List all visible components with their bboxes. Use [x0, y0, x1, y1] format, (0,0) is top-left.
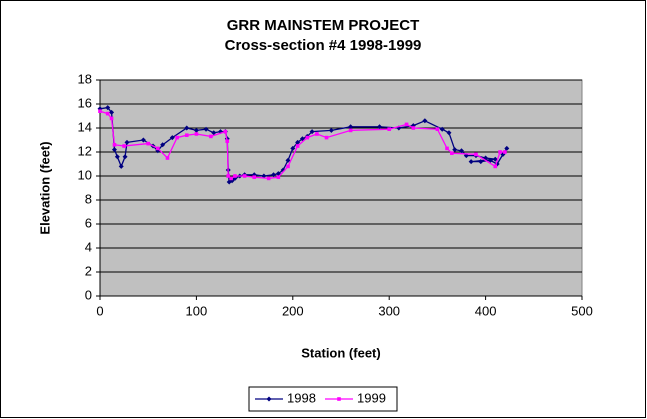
marker [109, 116, 114, 121]
marker [445, 146, 449, 151]
y-tick-label: 12 [78, 143, 92, 158]
y-tick-label: 14 [78, 119, 92, 134]
marker [124, 139, 130, 145]
marker [315, 132, 319, 136]
marker [118, 163, 124, 169]
marker [377, 124, 383, 130]
marker [233, 174, 237, 178]
marker [324, 135, 329, 140]
marker [184, 133, 189, 137]
marker [184, 125, 190, 131]
marker [286, 164, 290, 169]
marker [503, 150, 507, 154]
marker [435, 127, 440, 131]
x-tick-label: 100 [186, 303, 208, 318]
x-axis-title: Station (feet) [301, 345, 380, 360]
chart-subtitle: Cross-section #4 1998-1999 [225, 37, 422, 54]
legend-label: 1999 [357, 390, 386, 405]
y-tick-label: 10 [78, 167, 92, 182]
marker [422, 118, 428, 124]
marker [252, 175, 257, 179]
y-axis-title: Elevation (feet) [37, 141, 52, 234]
plot-area [99, 79, 583, 297]
marker [122, 154, 128, 160]
marker [98, 109, 102, 113]
marker [498, 150, 502, 154]
marker [266, 176, 271, 181]
marker [105, 111, 110, 116]
marker [404, 122, 409, 127]
marker [122, 144, 126, 148]
y-tick-label: 4 [85, 239, 92, 254]
x-tick-label: 500 [571, 303, 593, 318]
marker [165, 156, 170, 160]
marker [226, 174, 231, 178]
marker [295, 144, 300, 148]
x-tick-label: 400 [475, 303, 497, 318]
marker [105, 105, 111, 111]
chart-title: GRR MAINSTEM PROJECT [227, 17, 420, 34]
y-tick-label: 6 [85, 215, 92, 230]
marker [387, 127, 391, 131]
marker [474, 152, 478, 157]
marker [194, 132, 199, 136]
y-tick-label: 16 [78, 95, 92, 110]
marker [140, 137, 146, 143]
y-tick-label: 8 [85, 191, 92, 206]
marker [492, 156, 498, 162]
marker [493, 164, 498, 169]
y-tick-label: 2 [85, 263, 92, 278]
y-tick-label: 18 [78, 71, 92, 86]
marker [411, 126, 416, 130]
marker [295, 139, 301, 145]
marker [229, 176, 233, 181]
marker [223, 129, 228, 134]
marker [175, 135, 179, 140]
marker [348, 124, 354, 130]
legend-marker [266, 396, 272, 402]
marker [305, 135, 310, 140]
marker [156, 146, 160, 151]
y-tick-label: 0 [85, 287, 92, 302]
marker [328, 127, 334, 133]
x-tick-label: 300 [378, 303, 400, 318]
marker [242, 174, 247, 178]
marker [114, 154, 120, 160]
marker [211, 130, 217, 136]
x-tick-label: 200 [282, 303, 304, 318]
marker [112, 143, 117, 147]
marker [225, 139, 230, 143]
marker [446, 130, 452, 136]
legend-label: 1998 [287, 390, 316, 405]
marker [468, 159, 474, 165]
marker [203, 126, 209, 132]
marker [276, 175, 281, 179]
marker [487, 157, 493, 163]
marker [271, 172, 277, 178]
marker [193, 127, 199, 133]
marker [452, 147, 458, 153]
legend-marker [337, 397, 341, 401]
marker [459, 148, 464, 154]
marker [111, 147, 117, 153]
marker [410, 123, 416, 129]
marker [160, 142, 166, 148]
marker [348, 128, 353, 133]
marker [478, 159, 484, 165]
marker [504, 145, 510, 151]
marker [439, 126, 445, 132]
marker [146, 141, 150, 146]
marker [169, 135, 175, 141]
marker [309, 129, 315, 135]
marker [209, 134, 213, 139]
x-tick-label: 0 [96, 303, 103, 318]
marker [109, 109, 115, 115]
marker [450, 151, 454, 155]
marker [290, 145, 296, 151]
marker [285, 157, 291, 163]
